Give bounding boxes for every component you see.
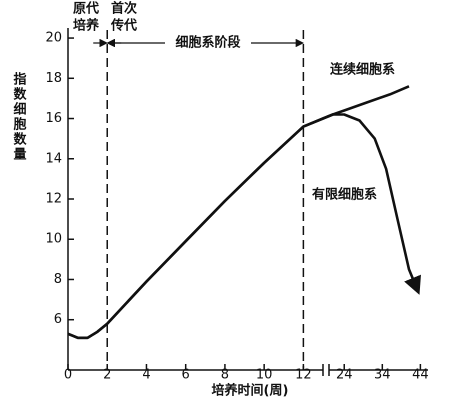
label-bg [165,34,251,50]
x-tick-label: 10 [256,368,273,383]
x-tick-label: 44 [412,368,429,383]
annotation: 原代 [73,1,99,17]
x-tick-label: 24 [336,368,353,383]
line-series [67,113,421,340]
y-tick-label: 8 [54,272,62,287]
line-series [67,85,410,340]
y-axis-title: 指数细胞数量 [11,71,28,162]
series-label: 有限细胞系 [312,187,377,203]
y-tick-label: 18 [45,71,62,86]
annotation: 培养 [73,18,100,34]
x-tick-label: 6 [182,368,190,383]
x-tick-label: 4 [142,368,150,383]
x-tick-label: 12 [295,368,312,383]
annotation: 传代 [110,18,137,34]
x-tick-label: 0 [64,368,72,383]
y-tick-label: 6 [54,312,62,327]
series-label: 连续细胞系 [330,62,395,78]
annotation: 细胞系阶段 [175,35,240,51]
y-tick-label: 10 [45,232,62,247]
annotation: 首次 [111,1,137,17]
y-tick-label: 12 [45,192,62,207]
x-tick-label: 8 [221,368,229,383]
x-tick-label: 2 [103,368,111,383]
x-tick-label: 34 [374,368,391,383]
y-tick-label: 14 [45,151,62,166]
y-tick-label: 16 [45,111,62,126]
y-tick-label: 20 [45,31,62,46]
x-axis-title: 培养时间(周) [212,383,289,399]
